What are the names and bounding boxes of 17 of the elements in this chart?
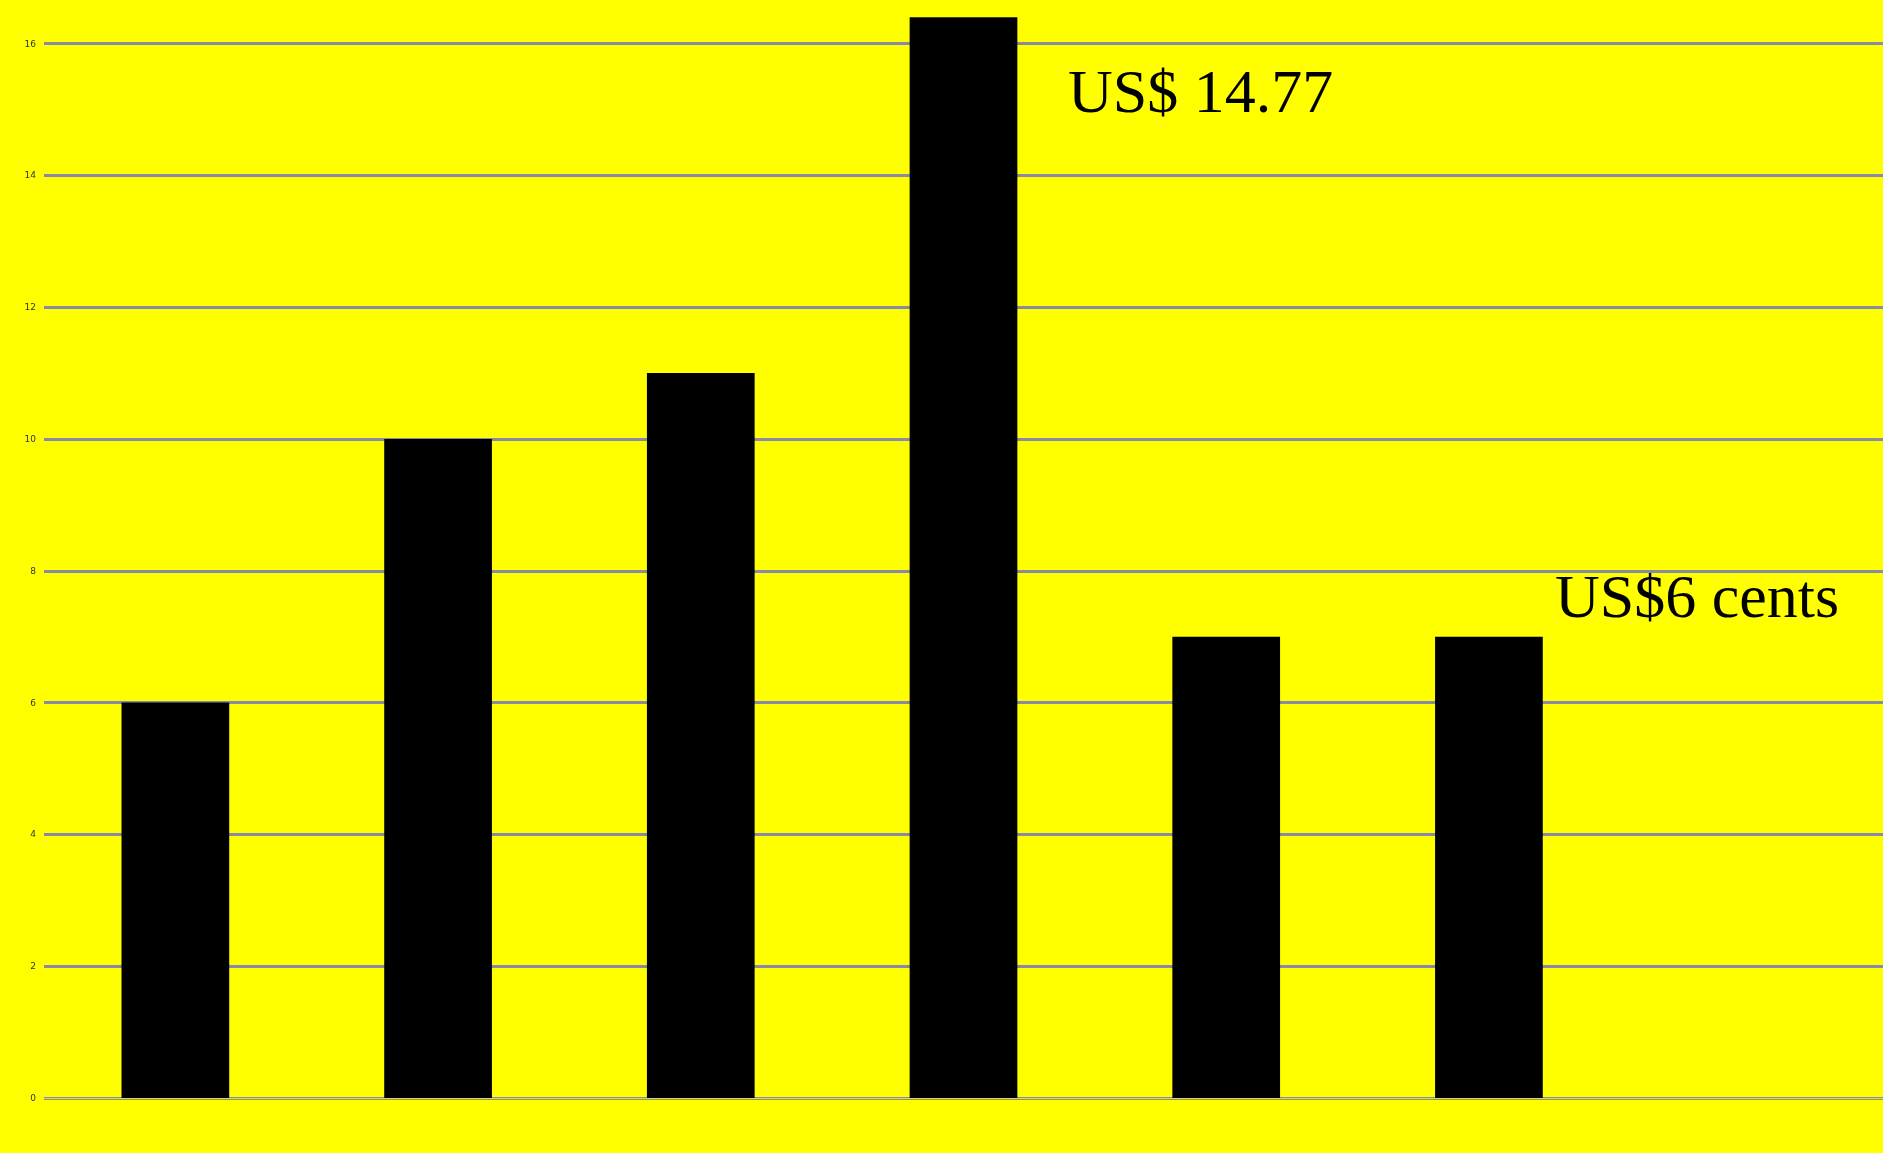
bar <box>909 17 1018 1098</box>
annotation: US$6 cents <box>1555 562 1840 630</box>
y-tick-label: 0 <box>30 1093 37 1103</box>
y-tick-label: 16 <box>24 38 37 49</box>
bar <box>646 373 755 1098</box>
bar <box>1172 636 1281 1098</box>
y-tick-label: 14 <box>24 170 37 181</box>
bar <box>1435 636 1543 1098</box>
bar <box>384 438 492 1098</box>
y-tick-label: 10 <box>24 433 37 444</box>
y-tick-label: 8 <box>30 565 37 576</box>
y-tick-label: 4 <box>30 829 37 840</box>
y-tick-label: 12 <box>24 302 36 313</box>
y-tick-label: 2 <box>30 961 36 972</box>
annotation: US$ 14.77 <box>1068 57 1334 125</box>
y-tick-label: 6 <box>30 697 37 708</box>
bar <box>121 702 230 1098</box>
